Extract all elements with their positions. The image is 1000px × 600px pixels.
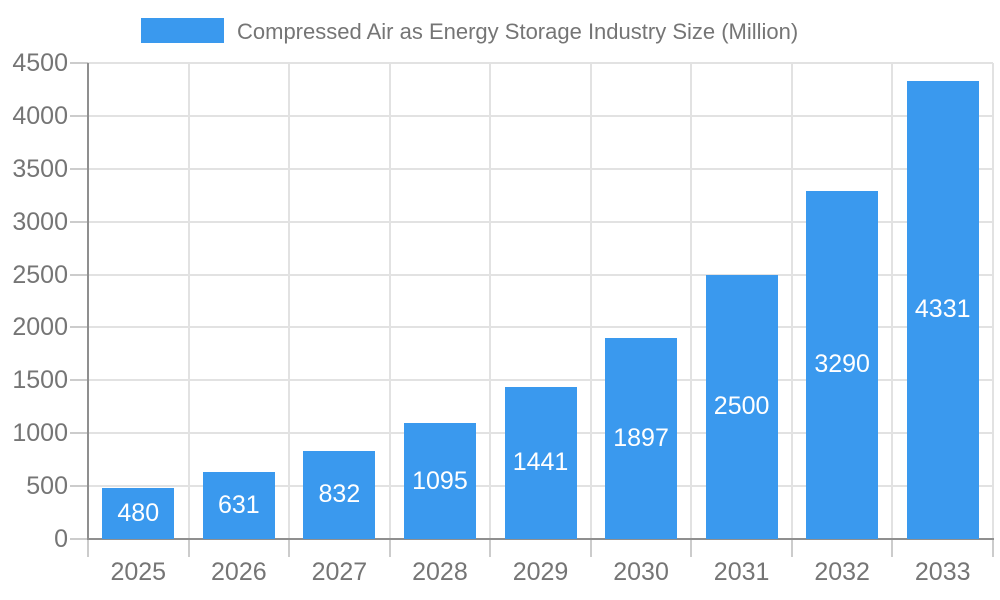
y-tick	[70, 432, 88, 435]
x-axis-label: 2028	[412, 558, 468, 586]
y-axis-line	[87, 63, 89, 539]
bar-value-label: 2500	[713, 392, 770, 421]
y-tick	[70, 379, 88, 382]
x-tick	[790, 539, 793, 557]
y-axis-label: 3500	[12, 154, 68, 183]
bar: 480	[102, 488, 175, 539]
x-tick	[388, 539, 391, 557]
v-gridline	[690, 63, 693, 539]
y-tick	[70, 220, 88, 223]
x-axis-label: 2033	[914, 558, 971, 586]
bar: 832	[303, 450, 376, 539]
y-axis-label: 1000	[12, 419, 68, 448]
y-tick	[70, 538, 88, 540]
y-axis-label: 3000	[12, 207, 68, 236]
legend-swatch	[141, 18, 224, 43]
bar: 631	[202, 472, 275, 539]
x-axis-label: 2031	[713, 558, 770, 586]
x-axis-label: 2027	[311, 558, 368, 586]
v-gridline	[187, 63, 190, 539]
x-axis-label: 2026	[211, 558, 267, 586]
x-axis-label: 2030	[613, 558, 669, 586]
x-tick	[690, 539, 693, 557]
bar-value-label: 1897	[613, 424, 669, 453]
y-tick	[70, 485, 88, 488]
x-tick	[992, 539, 994, 557]
y-axis-label: 1500	[12, 366, 68, 395]
bar: 1441	[504, 386, 577, 539]
chart-title: Compressed Air as Energy Storage Industr…	[237, 19, 799, 44]
bar: 1897	[605, 338, 678, 539]
v-gridline	[790, 63, 793, 539]
y-tick	[70, 114, 88, 117]
y-axis-label: 0	[54, 525, 68, 553]
bar-value-label: 480	[117, 499, 160, 528]
h-gridline	[88, 62, 993, 64]
h-gridline	[88, 114, 993, 117]
x-axis-label: 2029	[512, 558, 569, 586]
bar-value-label: 832	[318, 480, 361, 509]
x-tick	[589, 539, 592, 557]
v-gridline	[388, 63, 391, 539]
x-tick	[489, 539, 492, 557]
x-axis-label: 2025	[110, 558, 167, 586]
y-axis-label: 2500	[12, 260, 68, 289]
v-gridline	[288, 63, 291, 539]
v-gridline	[489, 63, 492, 539]
bar: 1095	[403, 423, 476, 539]
bar-value-label: 1441	[512, 448, 569, 477]
bar-value-label: 4331	[914, 295, 971, 324]
h-gridline	[88, 167, 993, 170]
bar-value-label: 3290	[814, 350, 870, 379]
h-gridline	[88, 220, 993, 223]
x-tick	[891, 539, 894, 557]
x-tick	[288, 539, 291, 557]
y-axis-label: 4000	[12, 101, 68, 130]
v-gridline	[589, 63, 592, 539]
v-gridline	[891, 63, 894, 539]
h-gridline	[88, 273, 993, 276]
y-tick	[70, 167, 88, 170]
y-tick	[70, 273, 88, 276]
x-tick	[187, 539, 190, 557]
y-axis-label: 4500	[12, 49, 68, 77]
y-axis-label: 500	[26, 472, 68, 501]
y-axis-label: 2000	[12, 313, 68, 342]
bar-value-label: 1095	[412, 466, 468, 495]
x-tick	[87, 539, 89, 557]
h-gridline	[88, 326, 993, 329]
y-tick	[70, 62, 88, 64]
x-axis-label: 2032	[814, 558, 870, 586]
v-gridline	[992, 63, 994, 539]
h-gridline	[88, 379, 993, 382]
bar: 4331	[906, 80, 979, 539]
bar-value-label: 631	[217, 491, 260, 520]
bar: 2500	[705, 274, 778, 539]
bar: 3290	[806, 190, 879, 539]
x-axis-line	[87, 538, 994, 540]
y-tick	[70, 326, 88, 329]
